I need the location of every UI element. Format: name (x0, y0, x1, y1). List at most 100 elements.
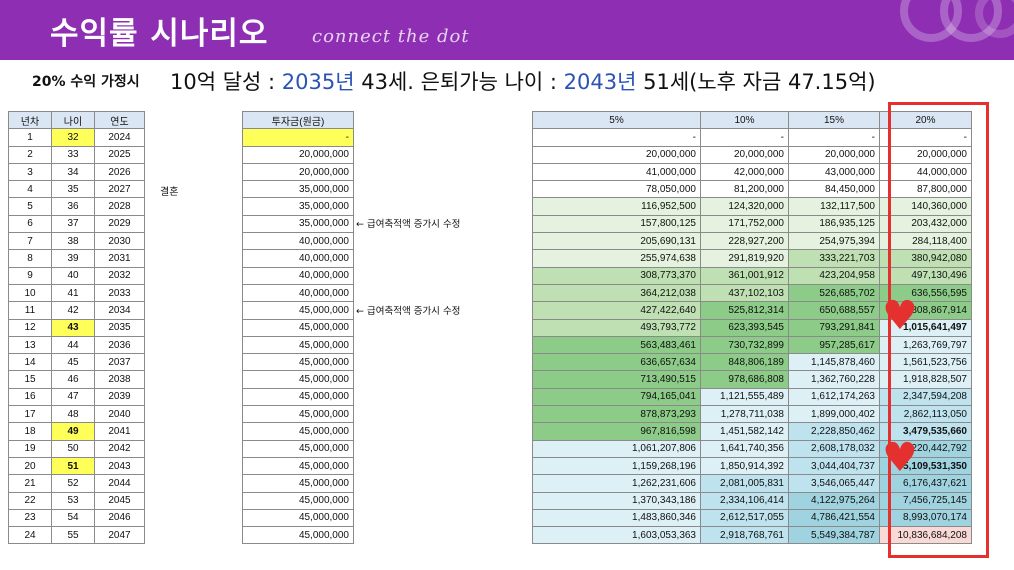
table-cell: 20 (8, 456, 52, 476)
growth-cell: 493,793,772 (532, 318, 701, 337)
table-row: 18 49 2041 (8, 422, 145, 441)
growth-cell: 1,370,343,186 (532, 491, 701, 510)
highlight-box-20pct (888, 102, 989, 558)
table-cell: 2024 (94, 128, 145, 147)
growth-cell: 1,918,828,507 (879, 370, 972, 389)
growth-cell: 2,347,594,208 (879, 387, 972, 407)
growth-cell: 81,200,000 (700, 180, 789, 199)
growth-cell: 43,000,000 (788, 162, 880, 182)
growth-cell: 1,278,711,038 (700, 405, 789, 424)
table-cell: 35 (51, 180, 95, 199)
growth-cell: 4,122,975,264 (788, 491, 880, 510)
invest-cell: 45,000,000 (242, 387, 354, 407)
table-row: 45,000,000 (242, 318, 354, 337)
headline-part2: 43세. 은퇴가능 나이 : (354, 70, 564, 94)
table-row: 116,952,500 124,320,000 132,117,500 140,360… (532, 197, 972, 216)
table-cell: 16 (8, 387, 52, 407)
table-row: 45,000,000 (242, 491, 354, 510)
table-row: 23 54 2046 (8, 508, 145, 528)
table-cell: 33 (51, 145, 95, 164)
table-cell: 17 (8, 405, 52, 424)
invest-cell: 45,000,000 (242, 301, 354, 320)
growth-cell: 6,176,437,621 (879, 474, 972, 493)
table-cell: 44 (51, 335, 95, 355)
table-cell: 2037 (94, 353, 145, 372)
growth-cell: 3,479,535,660 (879, 422, 972, 441)
table-cell: 2036 (94, 335, 145, 355)
growth-cell: 1,145,878,460 (788, 353, 880, 372)
table-row: 7 38 2030 (8, 232, 145, 251)
growth-cell: 116,952,500 (532, 197, 701, 216)
growth-cell: 563,483,461 (532, 335, 701, 355)
table-cell: 14 (8, 353, 52, 372)
table-row: 17 48 2040 (8, 405, 145, 424)
growth-cell: 255,974,638 (532, 249, 701, 268)
invest-cell: 45,000,000 (242, 370, 354, 389)
growth-cell: 794,165,041 (532, 387, 701, 407)
table-row: 11 42 2034 (8, 301, 145, 320)
growth-cell: 364,212,038 (532, 283, 701, 303)
growth-cell: 1,451,582,142 (700, 422, 789, 441)
table-row: 8 39 2031 (8, 249, 145, 268)
table-row: 794,165,041 1,121,555,489 1,612,174,263 2,3… (532, 387, 972, 407)
table-cell: 2039 (94, 387, 145, 407)
table-row: 713,490,515 978,686,808 1,362,760,228 1,918… (532, 370, 972, 389)
table-cell: 43 (51, 318, 95, 337)
growth-cell: 44,000,000 (879, 162, 972, 182)
table-cell: 2027 (94, 180, 145, 199)
table-row: 255,974,638 291,819,920 333,221,703 380,942… (532, 249, 972, 268)
table-row: 45,000,000 (242, 439, 354, 458)
table-row: 35,000,000 (242, 197, 354, 216)
growth-cell: 1,015,641,497 (879, 318, 972, 337)
table-cell: 18 (8, 422, 52, 441)
table-row: 1,159,268,196 1,850,914,392 3,044,404,737 5… (532, 456, 972, 476)
heart-icon: ♥ (882, 293, 918, 339)
growth-cell: 308,773,370 (532, 266, 701, 285)
growth-cell: 1,262,231,606 (532, 474, 701, 493)
table-row: 45,000,000 (242, 474, 354, 493)
growth-cell: 1,159,268,196 (532, 456, 701, 476)
table-row: 45,000,000 (242, 387, 354, 407)
table-cell: 2038 (94, 370, 145, 389)
table-row: 21 52 2044 (8, 474, 145, 493)
table-row: 40,000,000 (242, 249, 354, 268)
table-row: 45,000,000 (242, 353, 354, 372)
page-subtitle: connect the dot (312, 26, 470, 47)
table-cell: 9 (8, 266, 52, 285)
table-cell: 47 (51, 387, 95, 407)
table-row: 45,000,000 (242, 405, 354, 424)
invest-cell: - (242, 128, 354, 147)
invest-cell: 35,000,000 (242, 180, 354, 199)
growth-cell: 793,291,841 (788, 318, 880, 337)
table-row: 1,370,343,186 2,334,106,414 4,122,975,264 7… (532, 491, 972, 510)
growth-table: 5% 10% 15% 20% - - - -20,000,000 20,000,000 20,0… (532, 110, 972, 545)
growth-cell: 5,109,531,350 (879, 456, 972, 476)
growth-cell: 140,360,000 (879, 197, 972, 216)
table-cell: 5 (8, 197, 52, 216)
table-row: 45,000,000 (242, 508, 354, 528)
table-row: 35,000,000 (242, 214, 354, 234)
invest-cell: 40,000,000 (242, 232, 354, 251)
table-row: 45,000,000 (242, 422, 354, 441)
table-cell: 2031 (94, 249, 145, 268)
table-cell: 2042 (94, 439, 145, 458)
table-cell: 2 (8, 145, 52, 164)
growth-cell: 1,362,760,228 (788, 370, 880, 389)
table-cell: 45 (51, 353, 95, 372)
table-cell: 42 (51, 301, 95, 320)
decorative-circle (975, 0, 1014, 38)
invest-cell: 35,000,000 (242, 197, 354, 216)
table-row: 636,657,634 848,806,189 1,145,878,460 1,561… (532, 353, 972, 372)
growth-cell: 41,000,000 (532, 162, 701, 182)
growth-cell: 2,334,106,414 (700, 491, 789, 510)
side-note-marriage: 결혼 (160, 187, 179, 198)
growth-cell: 2,918,768,761 (700, 526, 789, 545)
table-cell: 2025 (94, 145, 145, 164)
growth-cell: 437,102,103 (700, 283, 789, 303)
growth-cell: 132,117,500 (788, 197, 880, 216)
table-row: 40,000,000 (242, 232, 354, 251)
table-cell: 4 (8, 180, 52, 199)
heart-icon: ♥ (882, 435, 918, 481)
invest-cell: 45,000,000 (242, 335, 354, 355)
invest-cell: 40,000,000 (242, 266, 354, 285)
